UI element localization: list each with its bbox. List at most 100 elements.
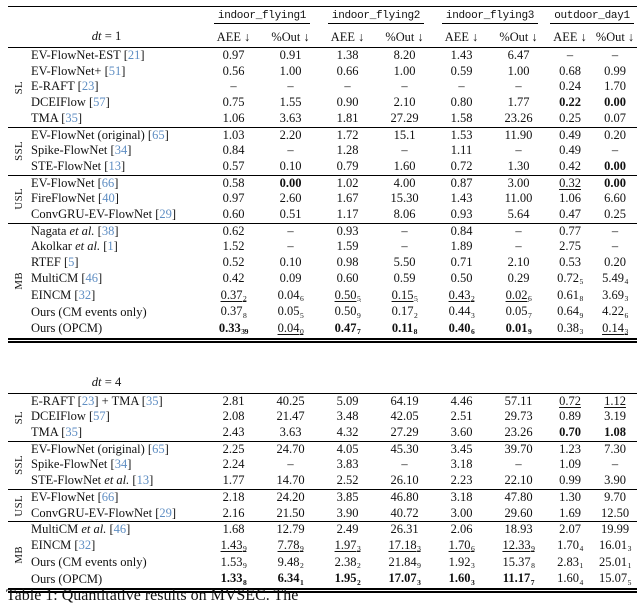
metric-cell: 0.00 xyxy=(593,175,637,191)
dataset-column-header: indoor_flying1 xyxy=(214,10,310,24)
metric-cell: 3.00 xyxy=(490,175,547,191)
metric-cell: 2.16 xyxy=(205,506,262,522)
metric-cell: 17.183 xyxy=(376,538,433,555)
metric-cell: – xyxy=(376,143,433,159)
citation-link[interactable]: 21 xyxy=(127,48,141,62)
metric-header-out: %Out ↓ xyxy=(385,30,424,44)
citation-link[interactable]: 51 xyxy=(108,63,122,78)
metric-cell: 2.07 xyxy=(547,522,593,538)
citation-link[interactable]: 23 xyxy=(81,393,95,408)
metric-cell: 1.952 xyxy=(319,571,376,590)
metric-cell: 21.50 xyxy=(262,506,319,522)
metric-value: 1.70 xyxy=(604,79,626,94)
metric-cell: 3.90 xyxy=(319,506,376,522)
metric-cell: 4.32 xyxy=(319,425,376,441)
metric-cell: 0.118 xyxy=(376,321,433,340)
citation-link[interactable]: 38 xyxy=(101,223,115,238)
metric-value: 1.706 xyxy=(448,537,475,554)
metric-cell: 26.31 xyxy=(376,522,433,538)
metric-cell: 0.3339 xyxy=(205,321,262,340)
table-row: USL EV-FlowNet [66] 0.58 0.00 1.02 4.00 0.87 3.… xyxy=(8,175,637,210)
citation-link[interactable]: 34 xyxy=(114,143,128,158)
stddev-subscript: 3 xyxy=(417,577,421,587)
metric-value: 0.97 xyxy=(222,48,245,62)
citation-link[interactable]: 35 xyxy=(65,110,78,125)
metric-cell: 1.77 xyxy=(205,473,262,489)
metric-cell: 4.05 xyxy=(319,441,376,457)
citation-link[interactable]: 66 xyxy=(101,175,115,190)
metric-value: 2.43 xyxy=(222,425,245,440)
metric-value: 3.90 xyxy=(336,505,359,520)
citation-link[interactable]: 40 xyxy=(102,191,115,206)
metric-value: 1.00 xyxy=(393,63,416,78)
metric-value: 3.60 xyxy=(450,425,473,440)
citation-link[interactable]: 13 xyxy=(136,473,150,488)
citation-link[interactable]: 57 xyxy=(93,409,106,424)
table-row: Ours (CM events only) 0.378 0.055 0.509 0.17… xyxy=(8,304,637,321)
section-ssl: SSL EV-FlowNet (original) [65] 2.25 24.70 4.… xyxy=(8,441,637,489)
citation-link[interactable]: 65 xyxy=(152,441,165,456)
metric-value: – xyxy=(401,239,408,254)
metric-cell: 2.51 xyxy=(433,409,490,425)
metric-cell: 1.704 xyxy=(547,538,593,555)
metric-cell: 8.06 xyxy=(376,207,433,223)
section-usl: USL EV-FlowNet [66] 2.18 24.20 3.85 46.80 3.18… xyxy=(8,489,637,521)
citation-link[interactable]: 35 xyxy=(145,393,159,408)
metric-value: 0.25 xyxy=(559,110,581,125)
metric-cell: 0.84 xyxy=(205,143,262,159)
metric-value: 1.923 xyxy=(448,554,475,571)
citation-link[interactable]: 13 xyxy=(108,158,121,173)
metric-cell: 5.09 xyxy=(319,393,376,409)
metric-value: 1.603 xyxy=(448,571,475,587)
metric-value: 2.16 xyxy=(222,505,245,520)
metric-value: 1.59 xyxy=(336,239,359,254)
metric-cell: 47.80 xyxy=(490,489,547,505)
citation-link[interactable]: 32 xyxy=(78,538,92,553)
results-table-dt1: indoor_flying1 indoor_flying2 indoor_flyin… xyxy=(8,6,637,343)
citation-link[interactable]: 1 xyxy=(107,239,114,254)
stddev-subscript: 0 xyxy=(299,327,304,337)
metric-value: 5.64 xyxy=(507,207,530,222)
metric-value: 8.06 xyxy=(393,207,416,222)
citation-link[interactable]: 65 xyxy=(152,127,165,142)
citation-link[interactable]: 57 xyxy=(93,95,106,110)
stddev-subscript: 6 xyxy=(470,327,475,337)
metric-cell: – xyxy=(262,457,319,473)
section-sl: SL EV-FlowNet-EST [21] 0.97 0.91 1.38 8.20 1.4… xyxy=(8,47,637,128)
stddev-subscript: 1 xyxy=(579,561,583,571)
metric-header-out: %Out ↓ xyxy=(499,30,538,44)
metric-cell: 3.63 xyxy=(262,425,319,441)
table-row: EINCM [32] 0.372 0.046 0.505 0.155 0.432 0.026… xyxy=(8,288,637,305)
citation-link[interactable]: 29 xyxy=(159,505,172,520)
metric-cell: 1.60 xyxy=(376,159,433,175)
table-header: dt = 4 xyxy=(8,343,637,394)
metric-cell: 3.19 xyxy=(593,409,637,425)
citation-link[interactable]: 34 xyxy=(114,457,128,472)
table-row: SSL EV-FlowNet (original) [65] 1.03 2.20 1.7… xyxy=(8,127,637,161)
metric-cell: 0.53 xyxy=(547,255,593,271)
citation-link[interactable]: 46 xyxy=(85,271,99,286)
metric-value: 0.00 xyxy=(604,95,626,110)
metric-value: 11.00 xyxy=(504,191,533,206)
metric-cell: – xyxy=(547,48,593,64)
metric-cell: 1.973 xyxy=(319,538,376,555)
stddev-subscript: 9 xyxy=(356,310,361,320)
metric-cell: 0.84 xyxy=(433,223,490,239)
citation-link[interactable]: 23 xyxy=(81,79,95,94)
metric-header-aee: AEE ↓ xyxy=(330,30,365,44)
citation-link[interactable]: 29 xyxy=(159,207,172,222)
citation-link[interactable]: 35 xyxy=(65,425,78,440)
metric-value: 1.52 xyxy=(222,239,245,254)
metric-value: – xyxy=(458,79,465,94)
citation-link[interactable]: 46 xyxy=(113,522,127,537)
metric-cell: 0.618 xyxy=(547,288,593,305)
metric-value: 0.53 xyxy=(559,255,581,270)
citation-link[interactable]: 66 xyxy=(101,489,115,504)
metric-value: 2.18 xyxy=(222,489,245,504)
citation-link[interactable]: 32 xyxy=(78,288,92,303)
citation-link[interactable]: 5 xyxy=(68,255,75,270)
metric-value: 11.90 xyxy=(504,127,533,142)
metric-value: 3.00 xyxy=(450,505,473,520)
metric-cell: – xyxy=(205,79,262,95)
metric-value: 27.29 xyxy=(390,425,419,440)
